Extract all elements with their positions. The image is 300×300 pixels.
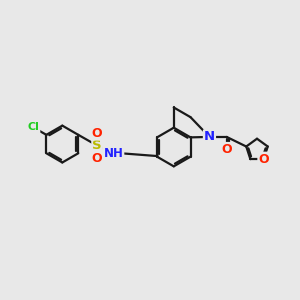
Text: O: O [258, 153, 269, 166]
Text: NH: NH [103, 147, 123, 161]
Text: O: O [92, 152, 102, 164]
Text: N: N [204, 130, 215, 143]
Text: O: O [221, 143, 232, 156]
Text: Cl: Cl [28, 122, 39, 132]
Text: O: O [92, 127, 102, 140]
Text: S: S [92, 139, 102, 152]
